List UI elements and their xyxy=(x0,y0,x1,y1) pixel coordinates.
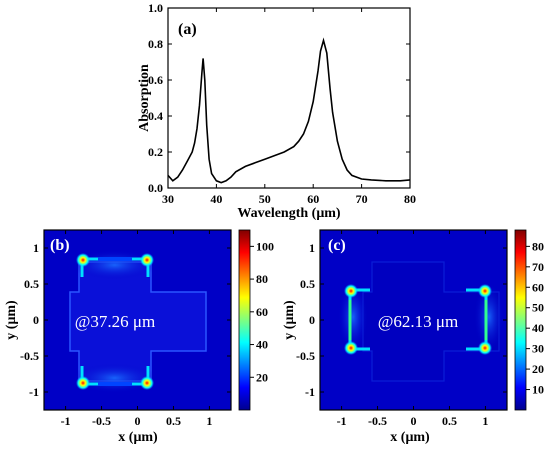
absorption-curve xyxy=(167,37,411,184)
axis-ticks-c: -1 -0.5 0 0.5 1 -1 -0.5 0 0.5 1 xyxy=(296,230,507,428)
c-xtick-label: -1 xyxy=(337,414,347,428)
c-colorbar-tick-label: 60 xyxy=(532,280,544,294)
c-colorbar-tick-label: 10 xyxy=(532,383,544,397)
b-ytick-label: -0.5 xyxy=(20,349,39,363)
heatmap-c xyxy=(320,230,507,410)
a-xtick-label: 80 xyxy=(404,192,416,206)
colorbar-ticks-c: 10 20 30 40 50 60 70 80 xyxy=(526,239,544,397)
y-axis-label-c: y (μm) xyxy=(282,300,297,340)
annotation-b: @37.26 μm xyxy=(75,312,156,331)
c-xtick-label: 0.5 xyxy=(442,414,457,428)
panel-b: -1 -0.5 0 0.5 1 -1 -0.5 0 0.5 1 (b) @37.26 μm x (… xyxy=(4,229,274,445)
b-colorbar-tick-label: 20 xyxy=(256,370,268,384)
b-xtick-label: -1 xyxy=(61,414,71,428)
c-ytick-label: 0 xyxy=(309,313,315,327)
panel-label-c: (c) xyxy=(328,237,346,254)
x-axis-label-b: x (μm) xyxy=(118,430,158,445)
a-xtick-label: 50 xyxy=(259,192,271,206)
c-ytick-label: -0.5 xyxy=(296,349,315,363)
b-colorbar-tick-label: 40 xyxy=(256,338,268,352)
a-ytick-label: 1.0 xyxy=(148,1,163,15)
x-axis-label-c: x (μm) xyxy=(390,430,430,445)
colorbar-c xyxy=(514,229,527,411)
axis-ticks-b: -1 -0.5 0 0.5 1 -1 -0.5 0 0.5 1 xyxy=(20,230,231,428)
colorbar-b xyxy=(238,229,251,411)
a-xtick-label: 40 xyxy=(210,192,222,206)
c-xtick-label: -0.5 xyxy=(368,414,387,428)
a-xtick-label: 60 xyxy=(307,192,319,206)
a-ytick-label: 0.2 xyxy=(148,145,163,159)
heatmap-b xyxy=(44,230,231,410)
b-xtick-label: 0 xyxy=(135,414,141,428)
plot-frame-a xyxy=(167,7,411,189)
b-ytick-label: -1 xyxy=(29,385,39,399)
c-colorbar-tick-label: 50 xyxy=(532,301,544,315)
c-colorbar-tick-label: 70 xyxy=(532,260,544,274)
c-ytick-label: 1 xyxy=(309,241,315,255)
b-ytick-label: 0 xyxy=(33,313,39,327)
c-colorbar-tick-label: 40 xyxy=(532,321,544,335)
colorbar-ticks-b: 20 40 60 80 100 xyxy=(250,239,274,384)
c-ytick-label: 0.5 xyxy=(300,277,315,291)
c-xtick-label: 0 xyxy=(411,414,417,428)
b-xtick-label: -0.5 xyxy=(92,414,111,428)
a-ytick-label: 0.8 xyxy=(148,37,163,51)
a-ytick-label: 0.0 xyxy=(148,181,163,195)
c-colorbar-tick-label: 20 xyxy=(532,362,544,376)
a-xtick-label: 70 xyxy=(356,192,368,206)
c-colorbar-tick-label: 30 xyxy=(532,342,544,356)
a-ytick-label: 0.6 xyxy=(148,73,163,87)
panel-label-b: (b) xyxy=(50,237,70,254)
y-axis-label-b: y (μm) xyxy=(4,300,19,340)
a-ytick-label: 0.4 xyxy=(148,109,163,123)
b-ytick-label: 0.5 xyxy=(24,277,39,291)
panel-label-a: (a) xyxy=(178,21,197,38)
b-colorbar-tick-label: 60 xyxy=(256,305,268,319)
panel-a: 30 40 50 60 70 80 0.0 0.2 0.4 0.6 0.8 1.0 (a) Wavel… xyxy=(137,1,416,221)
x-axis-label-a: Wavelength (μm) xyxy=(237,206,341,221)
panel-c: -1 -0.5 0 0.5 1 -1 -0.5 0 0.5 1 (c) @62.13 μm x (… xyxy=(282,229,544,445)
c-ytick-label: -1 xyxy=(305,385,315,399)
axis-ticks-a: 30 40 50 60 70 80 0.0 0.2 0.4 0.6 0.8 1.0 xyxy=(148,1,416,206)
annotation-c: @62.13 μm xyxy=(378,312,459,331)
b-colorbar-tick-label: 80 xyxy=(256,272,268,286)
c-xtick-label: 1 xyxy=(482,414,488,428)
b-xtick-label: 0.5 xyxy=(166,414,181,428)
y-axis-label-a: Absorption xyxy=(137,64,152,132)
a-xtick-label: 30 xyxy=(162,192,174,206)
b-xtick-label: 1 xyxy=(206,414,212,428)
b-ytick-label: 1 xyxy=(33,241,39,255)
b-colorbar-tick-label: 100 xyxy=(256,239,274,253)
c-colorbar-tick-label: 80 xyxy=(532,239,544,253)
